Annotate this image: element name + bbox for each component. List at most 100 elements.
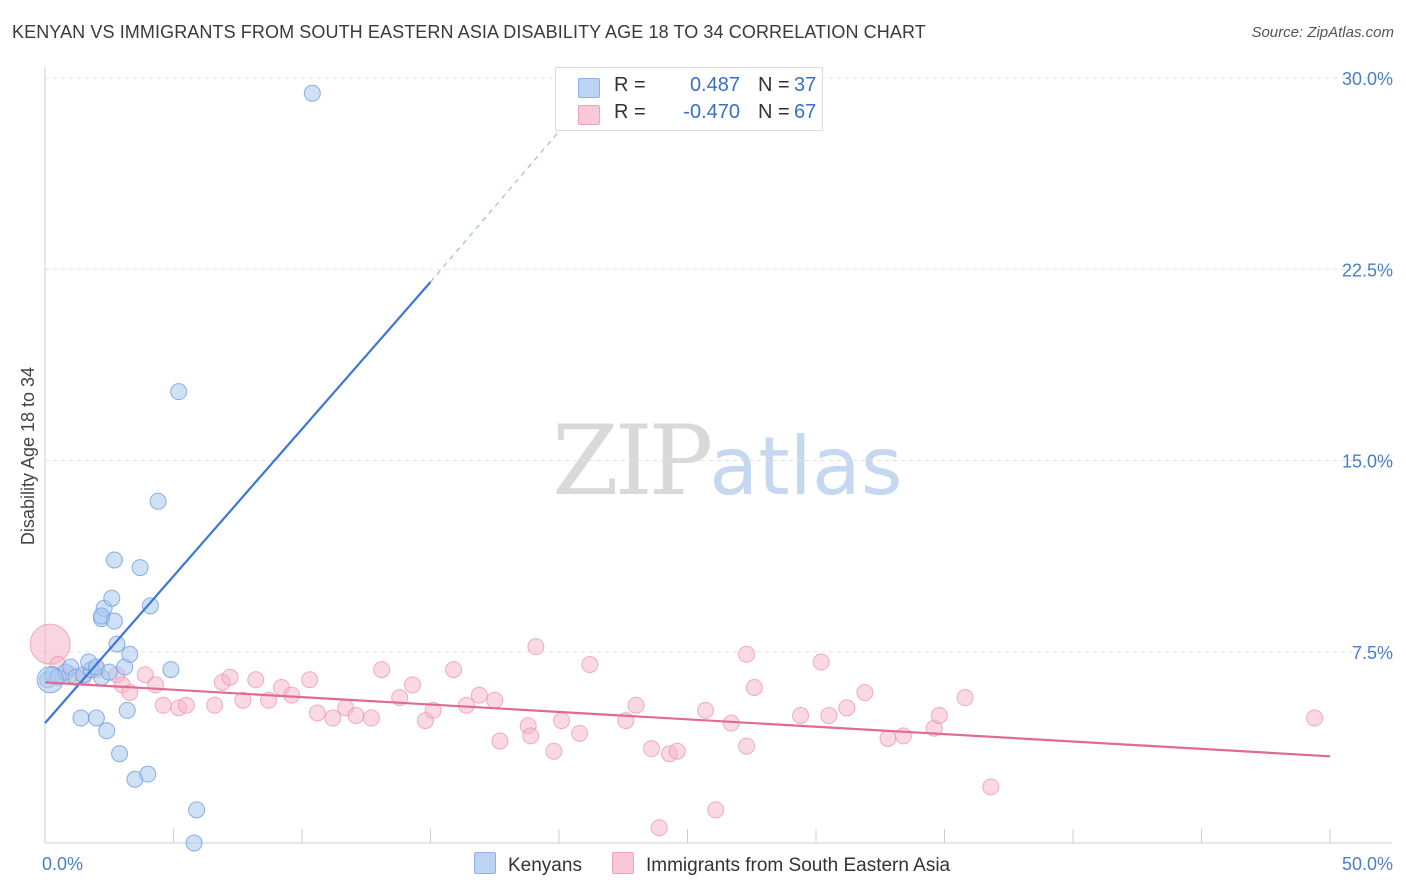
data-point-sea xyxy=(553,712,571,730)
data-point-sea xyxy=(522,727,540,745)
data-point-sea xyxy=(347,707,365,724)
data-point-sea xyxy=(404,676,422,694)
legend-r-value: 0.487 xyxy=(689,74,740,96)
data-point-sea xyxy=(820,707,838,724)
data-point-kenyans xyxy=(100,663,118,681)
x-tick-label: 50.0% xyxy=(1342,854,1393,874)
bottom-legend-sea: Immigrants from South Eastern Asia xyxy=(612,852,950,877)
data-point-sea xyxy=(147,676,165,694)
data-point-sea xyxy=(707,801,725,819)
chart-title: KENYAN VS IMMIGRANTS FROM SOUTH EASTERN … xyxy=(12,22,926,42)
data-point-sea xyxy=(136,666,154,684)
legend-swatch-kenyans xyxy=(578,78,600,98)
data-point-sea xyxy=(668,742,686,760)
watermark: ZIPatlas xyxy=(552,405,903,517)
data-point-sea xyxy=(581,656,599,673)
trend-line-kenyans xyxy=(44,281,432,724)
data-point-kenyans xyxy=(98,722,116,740)
points-sea xyxy=(29,623,1324,837)
data-point-sea xyxy=(491,732,509,750)
data-point-sea xyxy=(29,623,71,665)
tick-labels: 7.5% 15.0% 22.5% 30.0% 0.0% 50.0% xyxy=(42,69,1393,874)
data-point-sea xyxy=(301,671,319,689)
data-point-sea xyxy=(856,684,874,702)
data-point-kenyans xyxy=(303,84,321,102)
trend-dashed xyxy=(430,115,573,283)
points-kenyans xyxy=(36,84,321,852)
data-point-sea xyxy=(571,724,589,742)
data-point-sea xyxy=(283,686,301,704)
data-point-sea xyxy=(486,691,504,709)
axes xyxy=(44,67,1392,844)
y-tick-label: 30.0% xyxy=(1342,69,1393,89)
data-point-sea xyxy=(650,819,668,837)
data-point-sea xyxy=(234,691,252,709)
data-point-sea xyxy=(545,742,563,760)
data-point-kenyans xyxy=(108,635,126,653)
bottom-legend-label-sea: Immigrants from South Eastern Asia xyxy=(646,855,951,876)
data-point-sea xyxy=(792,707,810,724)
data-point-sea xyxy=(643,740,661,758)
data-point-sea xyxy=(324,709,342,727)
data-point-kenyans xyxy=(118,701,136,719)
data-point-kenyans xyxy=(149,492,167,510)
bottom-legend-kenyans: Kenyans xyxy=(474,852,582,877)
data-point-sea xyxy=(738,737,756,755)
data-point-sea xyxy=(738,645,756,663)
data-point-sea xyxy=(745,678,763,696)
legend-n-value: 37 xyxy=(794,74,817,96)
data-point-sea xyxy=(627,696,645,714)
x-tick-label: 0.0% xyxy=(42,854,83,874)
data-point-sea xyxy=(247,671,265,689)
data-point-sea xyxy=(424,701,442,719)
trend-lines xyxy=(44,281,1331,758)
legend-n-label: N = xyxy=(758,101,790,123)
data-point-sea xyxy=(308,704,326,722)
bottom-swatch-kenyans xyxy=(474,852,496,874)
data-point-kenyans xyxy=(131,559,149,577)
data-point-kenyans xyxy=(162,661,180,679)
data-point-sea xyxy=(177,696,195,714)
trend-extension-kenyans xyxy=(430,115,573,283)
data-point-kenyans xyxy=(87,709,105,727)
legend-r-label: R = xyxy=(614,74,646,96)
data-point-sea xyxy=(930,707,948,724)
data-point-kenyans xyxy=(141,597,159,615)
data-point-kenyans xyxy=(185,834,203,852)
trend-line-sea xyxy=(44,681,1331,758)
data-point-kenyans xyxy=(188,801,206,819)
data-point-sea xyxy=(812,653,830,671)
data-point-sea xyxy=(956,689,974,707)
legend-swatch-sea xyxy=(578,105,600,125)
data-point-sea xyxy=(1306,709,1324,727)
chart-source: Source: ZipAtlas.com xyxy=(1251,24,1394,41)
y-axis-label: Disability Age 18 to 34 xyxy=(18,367,38,545)
legend-r-label: R = xyxy=(614,101,646,123)
data-point-sea xyxy=(206,696,224,714)
data-point-sea xyxy=(373,661,391,679)
data-point-kenyans xyxy=(36,666,64,694)
bottom-legend-label-kenyans: Kenyans xyxy=(508,855,582,876)
legend-n-label: N = xyxy=(758,74,790,96)
data-point-kenyans xyxy=(139,765,157,783)
data-point-kenyans xyxy=(105,551,123,569)
data-point-sea xyxy=(154,696,172,714)
data-point-kenyans xyxy=(103,589,121,607)
data-point-sea xyxy=(982,778,1000,796)
data-point-kenyans xyxy=(170,383,188,401)
data-point-sea xyxy=(894,727,912,745)
data-point-sea xyxy=(445,661,463,679)
legend-r-value: -0.470 xyxy=(683,101,740,123)
data-point-sea xyxy=(879,729,897,747)
legend-n-value: 67 xyxy=(794,101,817,123)
data-point-kenyans xyxy=(111,745,129,763)
correlation-legend: R = 0.487 N = 37 R = -0.470 N = 67 xyxy=(555,67,823,131)
data-point-sea xyxy=(221,668,239,686)
data-point-kenyans xyxy=(105,612,123,630)
y-tick-label: 7.5% xyxy=(1352,643,1393,663)
data-point-sea xyxy=(527,638,545,656)
data-point-sea xyxy=(696,701,714,719)
bottom-swatch-sea xyxy=(612,852,634,874)
data-point-sea xyxy=(362,709,380,727)
